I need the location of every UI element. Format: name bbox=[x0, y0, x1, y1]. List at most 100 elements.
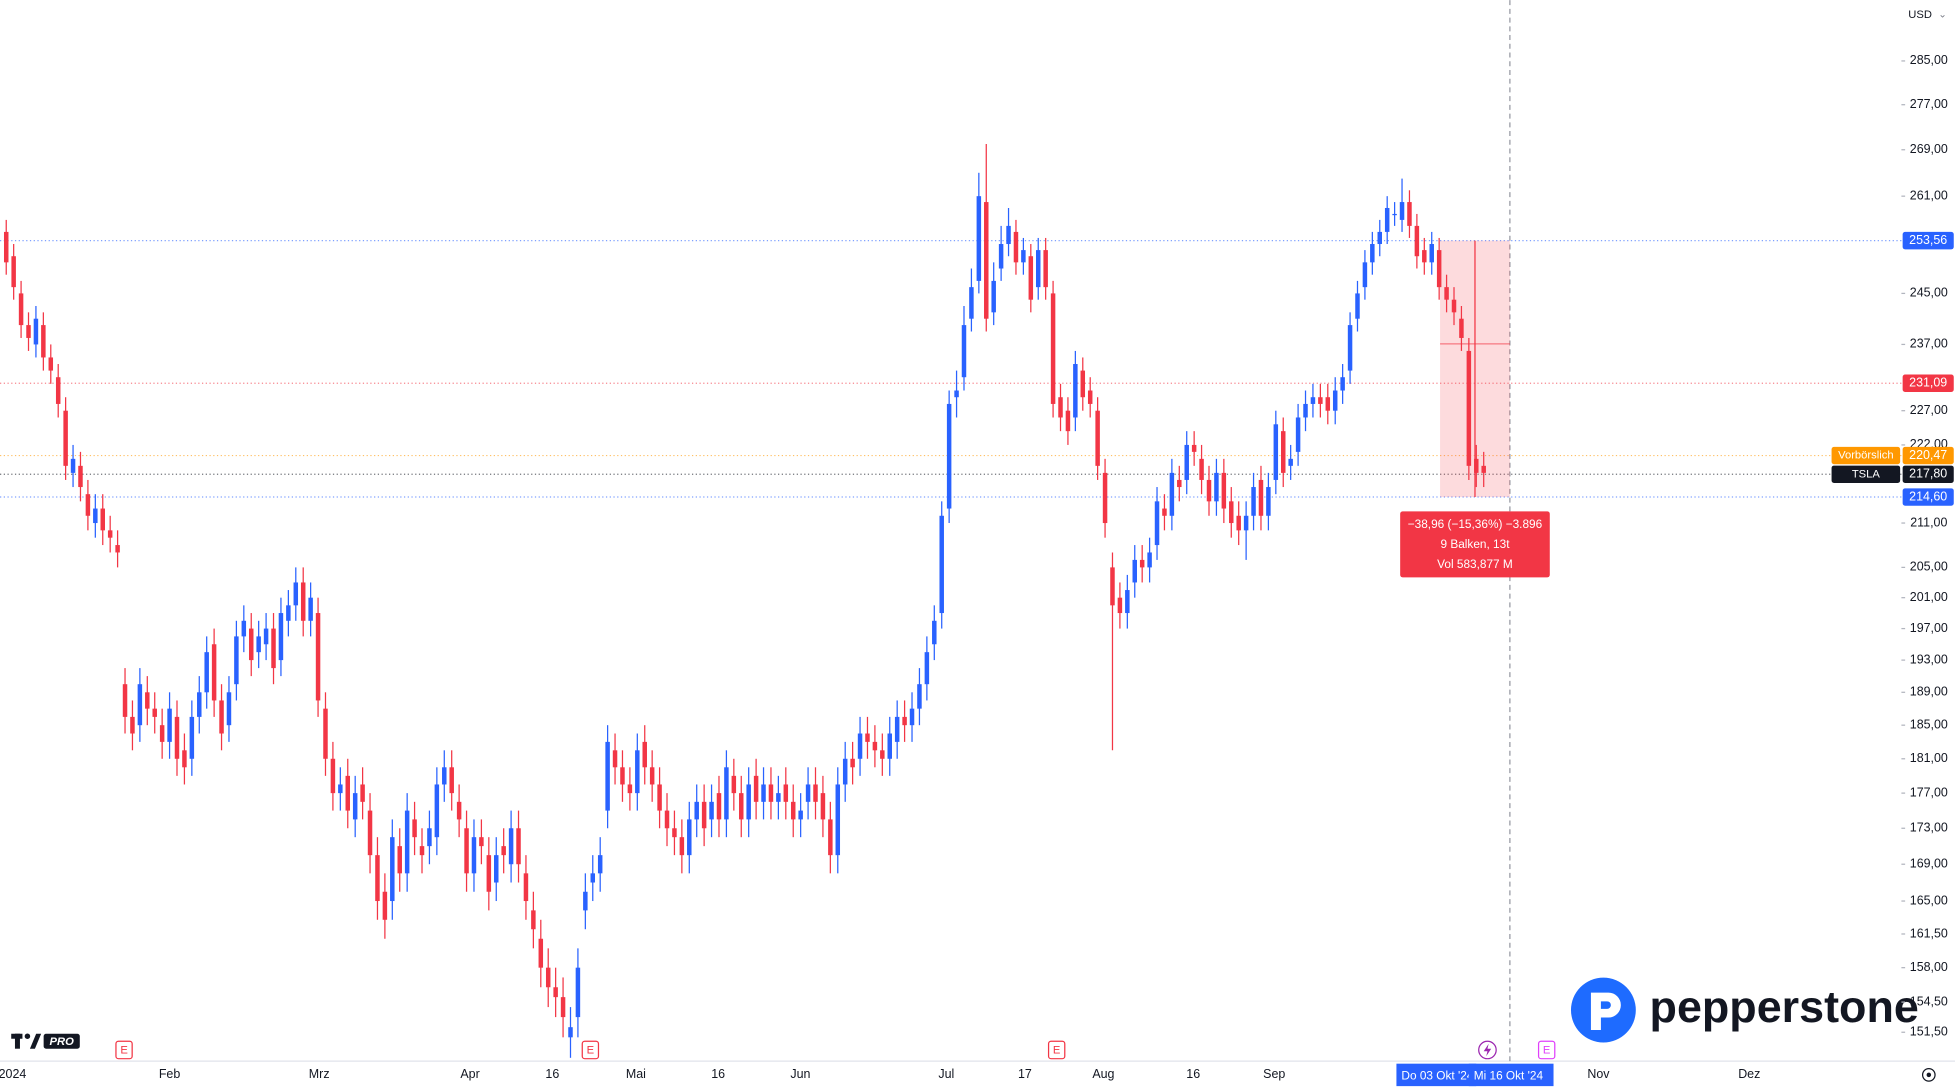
measure-box bbox=[1400, 511, 1550, 578]
x-marker-box bbox=[1396, 1063, 1477, 1087]
candle-body bbox=[828, 819, 833, 856]
event-icon bbox=[1483, 1043, 1492, 1057]
y-tick-label: 197,00 bbox=[1910, 621, 1948, 635]
candle-body bbox=[575, 967, 581, 1018]
y-tick-label: 165,00 bbox=[1910, 893, 1948, 907]
candle-body bbox=[390, 837, 395, 902]
candle-body bbox=[739, 793, 744, 820]
price-label-box bbox=[1902, 374, 1954, 392]
candle-body bbox=[404, 810, 410, 874]
candle-body bbox=[256, 636, 261, 653]
candle-body bbox=[835, 784, 841, 856]
candle-body bbox=[1429, 244, 1434, 263]
candle-body bbox=[1303, 403, 1308, 418]
candle-body bbox=[783, 784, 789, 802]
x-tick-label: 16 bbox=[711, 1067, 725, 1081]
candle-body bbox=[1451, 299, 1457, 313]
candle-body bbox=[709, 801, 714, 820]
x-tick-label: Feb bbox=[159, 1067, 181, 1081]
candle-body bbox=[1013, 231, 1019, 263]
candle-body bbox=[234, 636, 239, 685]
y-tick-label: 189,00 bbox=[1910, 685, 1948, 699]
candle-body bbox=[33, 318, 39, 345]
candle-body bbox=[107, 530, 113, 538]
candle-body bbox=[857, 733, 863, 759]
x-tick-label: Dez bbox=[1738, 1067, 1760, 1081]
candle-body bbox=[1229, 501, 1234, 524]
candle-body bbox=[397, 846, 402, 874]
y-tick-label: 269,00 bbox=[1910, 142, 1948, 156]
plot-area bbox=[0, 0, 1902, 1062]
x-tick-label: 17 bbox=[1018, 1067, 1032, 1081]
candle-body bbox=[1481, 465, 1486, 473]
candle-body bbox=[545, 967, 551, 988]
candle-body bbox=[1355, 293, 1360, 319]
candle-body bbox=[1325, 397, 1331, 411]
watermark: pepperstone bbox=[1570, 977, 1919, 1043]
candle-body bbox=[367, 810, 373, 856]
candle-body bbox=[820, 793, 826, 820]
candle-body bbox=[1258, 479, 1264, 516]
y-tick-label: 181,00 bbox=[1910, 751, 1948, 765]
candle-body bbox=[241, 620, 247, 637]
x-tick-label: Mrz bbox=[309, 1067, 330, 1081]
price-label: 217,80 bbox=[1909, 467, 1947, 481]
candle-body bbox=[1310, 397, 1316, 404]
y-tick-label: 201,00 bbox=[1910, 590, 1948, 604]
candle-body bbox=[442, 767, 447, 785]
candle-body bbox=[494, 855, 499, 883]
candle-body bbox=[991, 280, 996, 313]
candle-body bbox=[924, 652, 930, 685]
candle-body bbox=[746, 784, 751, 820]
price-label: 220,47 bbox=[1909, 448, 1947, 462]
candle-body bbox=[1392, 213, 1397, 216]
candle-body bbox=[1080, 370, 1086, 398]
candle-body bbox=[523, 873, 529, 902]
candle-body bbox=[412, 819, 417, 838]
candle-body bbox=[1399, 202, 1405, 220]
candle-body bbox=[672, 828, 677, 838]
candle-body bbox=[798, 810, 803, 820]
candle-body bbox=[1236, 515, 1241, 531]
candle-body bbox=[531, 910, 536, 930]
candle-body bbox=[434, 784, 440, 838]
candle-body bbox=[115, 545, 120, 553]
candle-body bbox=[731, 775, 737, 794]
candle-body bbox=[805, 784, 811, 802]
x-tick-label: Apr bbox=[460, 1067, 479, 1081]
candle-body bbox=[1206, 479, 1212, 502]
earnings-marker: E bbox=[1543, 1045, 1550, 1057]
candle-body bbox=[182, 750, 187, 768]
candle-body bbox=[657, 784, 662, 811]
price-tag: Vorbörslich bbox=[1838, 450, 1894, 462]
candle-body bbox=[1474, 458, 1479, 473]
candle-body bbox=[984, 202, 989, 319]
candle-body bbox=[1095, 410, 1100, 466]
currency-caret: ⌄ bbox=[1938, 10, 1946, 21]
y-tick-label: 169,00 bbox=[1910, 857, 1948, 871]
candle-body bbox=[1154, 501, 1160, 546]
settings-icon[interactable] bbox=[1921, 1068, 1936, 1082]
candle-body bbox=[1295, 417, 1301, 452]
candle-body bbox=[130, 716, 135, 734]
x-marker-box bbox=[1468, 1063, 1554, 1087]
candle-body bbox=[724, 767, 729, 820]
measure-text: −38,96 (−15,36%) −3.896 bbox=[1408, 517, 1543, 531]
price-label: 231,09 bbox=[1909, 376, 1947, 390]
candle-body bbox=[1377, 231, 1383, 245]
y-tick-label: 158,00 bbox=[1910, 960, 1948, 974]
y-tick-label: 205,00 bbox=[1910, 560, 1948, 574]
x-tick-label: 16 bbox=[545, 1067, 559, 1081]
candle-body bbox=[1251, 487, 1256, 516]
candle-body bbox=[122, 684, 128, 717]
measure-text: Vol 583,877 M bbox=[1437, 557, 1513, 571]
candle-body bbox=[1073, 364, 1078, 418]
candle-body bbox=[776, 793, 781, 802]
candle-body bbox=[70, 458, 76, 473]
candle-body bbox=[211, 644, 217, 701]
watermark-text: pepperstone bbox=[1650, 981, 1919, 1032]
candle-body bbox=[219, 700, 224, 734]
candle-body bbox=[976, 196, 982, 281]
candle-body bbox=[263, 628, 269, 645]
